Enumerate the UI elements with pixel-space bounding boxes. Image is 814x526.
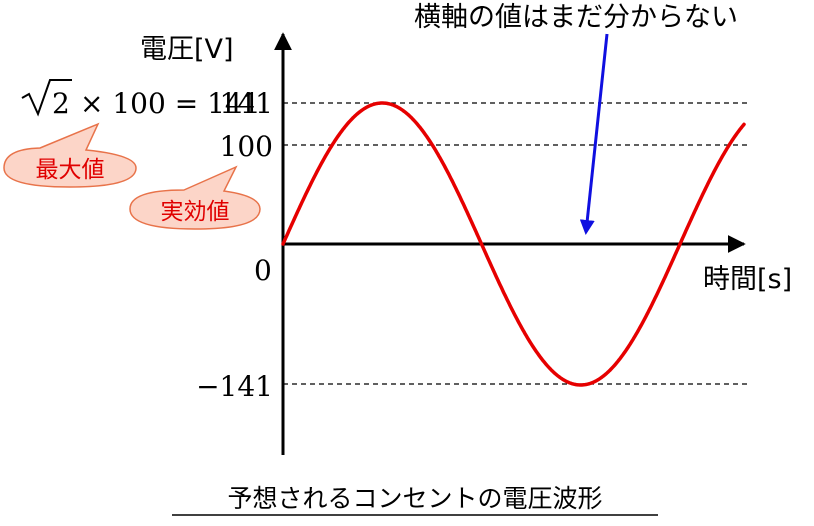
max-callout-bubble	[3, 122, 137, 188]
figure-caption: 予想されるコンセントの電圧波形	[227, 484, 602, 513]
rms-callout-bubble	[129, 165, 261, 230]
max-value-callout: 最大値	[3, 122, 137, 188]
formula-rest: × 100 = 141	[80, 87, 261, 120]
tick-label-100: 100	[220, 130, 273, 163]
y-axis-label: 電圧[V]	[140, 34, 234, 65]
tick-label-neg141: −141	[196, 370, 273, 403]
sqrt-argument: 2	[52, 87, 70, 120]
sqrt2-formula: 2 × 100 = 141	[21, 79, 261, 120]
x-axis-label: 時間[s]	[703, 264, 792, 295]
sqrt-symbol	[21, 79, 72, 117]
annotation-arrow	[579, 33, 609, 235]
rms-value-label: 実効値	[161, 199, 230, 225]
annotation-text: 横軸の値はまだ分からない	[414, 2, 738, 33]
rms-value-callout: 実効値	[129, 165, 261, 230]
max-value-label: 最大値	[36, 157, 105, 183]
origin-label: 0	[254, 254, 272, 287]
sine-wave	[281, 101, 746, 387]
tick-label-141: 141	[220, 87, 273, 120]
